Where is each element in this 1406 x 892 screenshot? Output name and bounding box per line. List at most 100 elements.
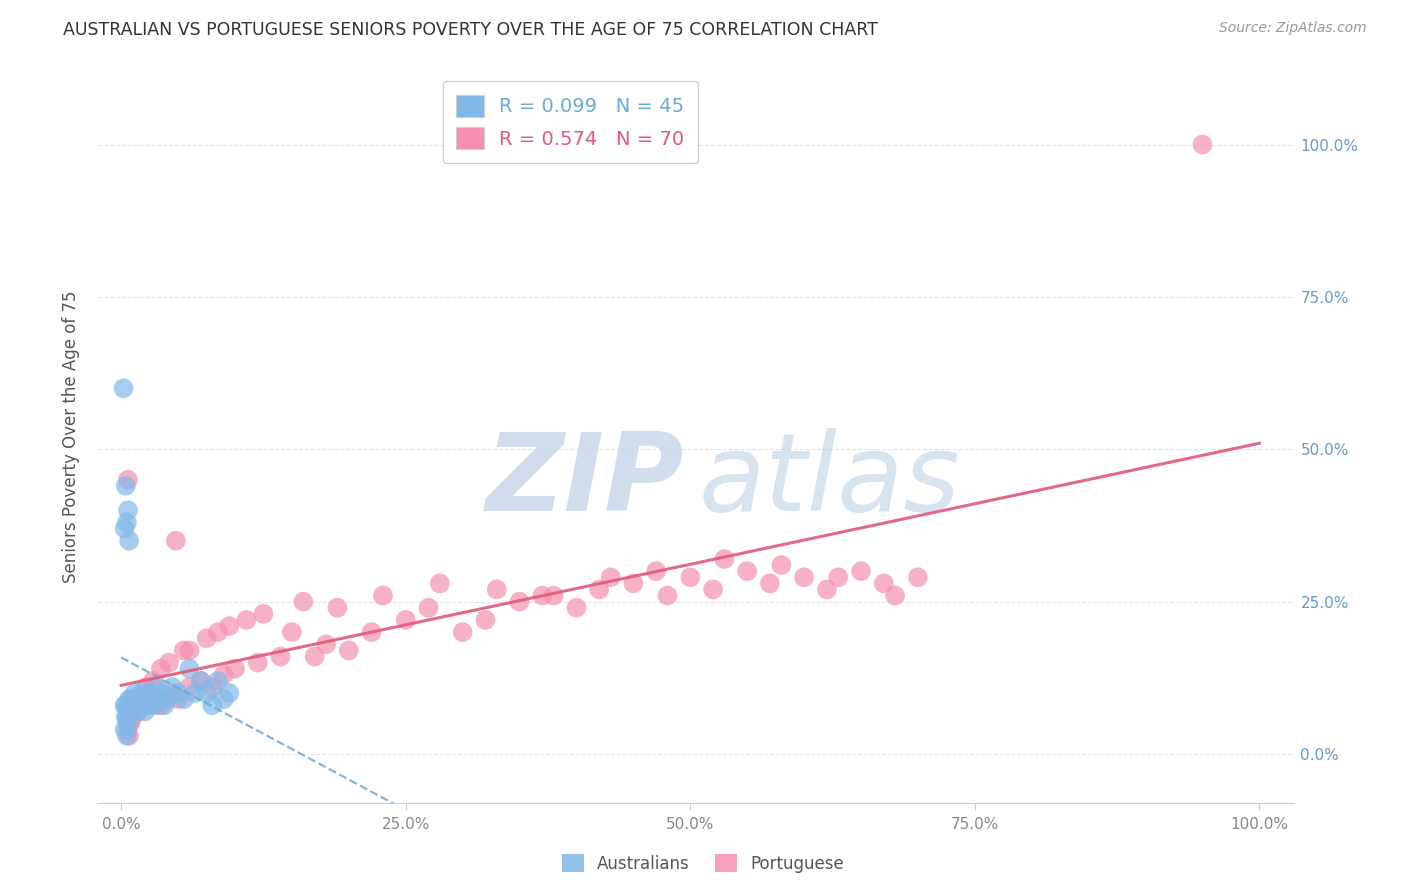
Point [156, 692, 179, 706]
Point [138, 686, 160, 700]
Point [157, 656, 180, 670]
Point [713, 552, 735, 566]
Point [143, 680, 166, 694]
Point [884, 589, 907, 603]
Point [184, 686, 207, 700]
Point [114, 710, 136, 724]
Point [117, 503, 139, 517]
Point [114, 479, 136, 493]
Point [127, 692, 149, 706]
Legend: R = 0.099   N = 45, R = 0.574   N = 70: R = 0.099 N = 45, R = 0.574 N = 70 [443, 81, 697, 163]
Point [292, 594, 315, 608]
Point [114, 698, 136, 713]
Point [162, 686, 184, 700]
Point [150, 686, 173, 700]
Point [146, 692, 169, 706]
Point [621, 576, 644, 591]
Point [115, 710, 138, 724]
Point [201, 698, 224, 713]
Point [371, 589, 394, 603]
Point [360, 625, 382, 640]
Point [218, 619, 240, 633]
Point [1191, 137, 1213, 152]
Point [114, 521, 136, 535]
Point [121, 698, 143, 713]
Y-axis label: Seniors Poverty Over the Age of 75: Seniors Poverty Over the Age of 75 [62, 291, 80, 583]
Point [599, 570, 621, 584]
Point [179, 662, 201, 676]
Point [138, 686, 160, 700]
Point [127, 705, 149, 719]
Point [218, 686, 240, 700]
Point [117, 705, 139, 719]
Point [121, 710, 143, 724]
Point [118, 533, 141, 548]
Text: AUSTRALIAN VS PORTUGUESE SENIORS POVERTY OVER THE AGE OF 75 CORRELATION CHART: AUSTRALIAN VS PORTUGUESE SENIORS POVERTY… [63, 21, 879, 39]
Point [131, 686, 153, 700]
Point [135, 680, 157, 694]
Point [120, 716, 142, 731]
Point [679, 570, 702, 584]
Point [162, 680, 184, 694]
Point [132, 692, 155, 706]
Text: atlas: atlas [699, 428, 960, 533]
Legend: Australians, Portuguese: Australians, Portuguese [555, 847, 851, 880]
Point [657, 589, 679, 603]
Point [143, 698, 166, 713]
Point [114, 723, 136, 737]
Point [759, 576, 782, 591]
Point [165, 533, 187, 548]
Point [246, 656, 269, 670]
Point [565, 600, 588, 615]
Point [531, 589, 554, 603]
Point [907, 570, 929, 584]
Point [212, 692, 235, 706]
Point [167, 686, 190, 700]
Point [115, 729, 138, 743]
Point [815, 582, 838, 597]
Text: Source: ZipAtlas.com: Source: ZipAtlas.com [1219, 21, 1367, 36]
Point [190, 673, 212, 688]
Point [179, 643, 201, 657]
Point [543, 589, 565, 603]
Point [132, 692, 155, 706]
Point [115, 516, 138, 530]
Point [873, 576, 896, 591]
Point [173, 643, 195, 657]
Point [173, 692, 195, 706]
Point [142, 673, 165, 688]
Point [124, 698, 146, 713]
Point [122, 698, 145, 713]
Point [195, 632, 218, 646]
Point [114, 698, 136, 713]
Point [124, 686, 146, 700]
Point [645, 564, 668, 578]
Point [179, 680, 201, 694]
Point [270, 649, 292, 664]
Point [134, 705, 156, 719]
Point [136, 698, 159, 713]
Point [142, 698, 165, 713]
Point [315, 637, 337, 651]
Point [120, 692, 142, 706]
Point [115, 723, 138, 737]
Point [112, 381, 135, 395]
Point [485, 582, 508, 597]
Point [150, 698, 173, 713]
Point [212, 667, 235, 681]
Point [201, 680, 224, 694]
Point [207, 625, 229, 640]
Point [337, 643, 360, 657]
Point [195, 686, 218, 700]
Point [770, 558, 793, 573]
Point [395, 613, 418, 627]
Point [117, 473, 139, 487]
Point [429, 576, 451, 591]
Point [190, 673, 212, 688]
Point [150, 662, 173, 676]
Point [120, 705, 142, 719]
Point [793, 570, 815, 584]
Point [252, 607, 274, 621]
Point [118, 692, 141, 706]
Point [702, 582, 724, 597]
